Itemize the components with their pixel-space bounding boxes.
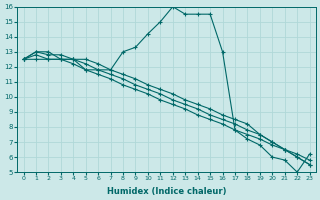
X-axis label: Humidex (Indice chaleur): Humidex (Indice chaleur) — [107, 187, 226, 196]
